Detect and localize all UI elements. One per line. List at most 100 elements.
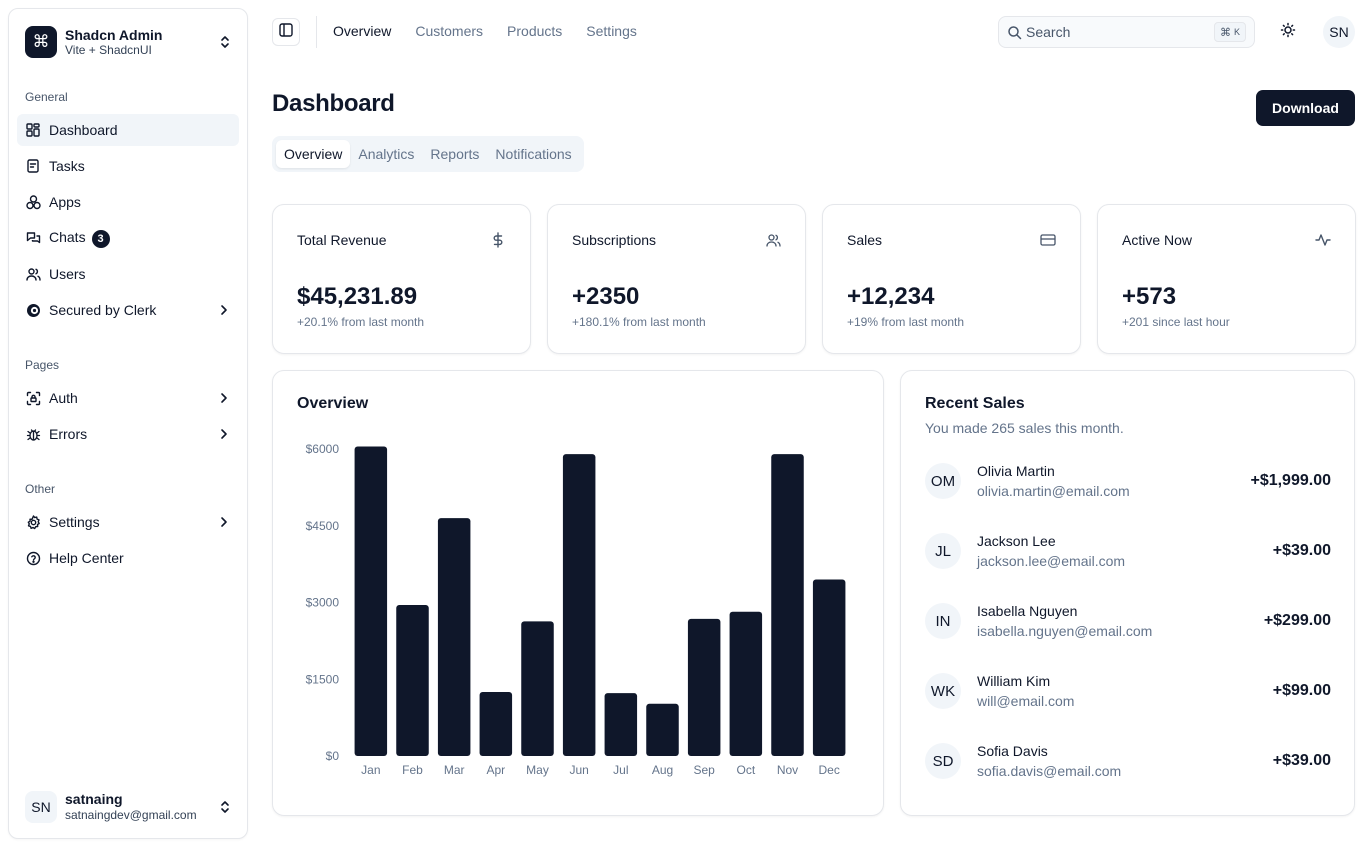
recent-sales-title: Recent Sales [925,395,1025,412]
recent-sales-card: Recent Sales You made 265 sales this mon… [900,370,1355,816]
stat-card-subscriptions: Subscriptions +2350 +180.1% from last mo… [547,204,806,354]
customer-name: Sofia Davis [977,743,1048,759]
y-tick-label: $0 [326,749,340,763]
sidebar-item-chats[interactable]: Chats 3 [17,222,239,254]
sidebar-item-label: Apps [49,194,81,210]
stat-title: Total Revenue [297,232,387,248]
sidebar-item-tasks[interactable]: Tasks [17,150,239,182]
stat-card-active-now: Active Now +573 +201 since last hour [1097,204,1356,354]
x-tick-label: Oct [736,763,755,777]
sale-amount: +$299.00 [1263,612,1331,629]
sidebar-item-auth[interactable]: Auth [17,382,239,414]
group-label-other: Other [25,482,56,496]
x-tick-label: Aug [652,763,673,777]
sidebar-item-users[interactable]: Users [17,258,239,290]
y-tick-label: $6000 [306,442,340,456]
top-nav-customers[interactable]: Customers [415,23,484,39]
sidebar-item-label: Tasks [49,158,85,174]
chevron-right-icon [217,515,231,529]
clerk-icon [25,302,41,318]
avatar: IN [925,603,961,639]
stat-value: +2350 [572,283,640,310]
stat-subtext: +201 since last hour [1122,315,1230,329]
download-button[interactable]: Download [1256,90,1355,126]
y-tick-label: $3000 [306,596,340,610]
stat-subtext: +180.1% from last month [572,315,706,329]
avatar: SD [925,743,961,779]
sale-amount: +$39.00 [1272,752,1331,769]
sun-icon [1280,22,1296,43]
top-nav: Overview Customers Products Settings [333,23,637,39]
customer-name: William Kim [977,673,1051,689]
header-divider [316,16,317,48]
users-icon [25,266,41,282]
sidebar-item-label: Settings [49,514,100,530]
sidebar-item-dashboard[interactable]: Dashboard [17,114,239,146]
bug-icon [25,426,41,442]
page-title: Dashboard [272,90,395,117]
sidebar-item-settings[interactable]: Settings [17,506,239,538]
tab-overview[interactable]: Overview [276,140,351,168]
customer-name: Isabella Nguyen [977,603,1078,619]
bar-jun [562,454,596,756]
dollar-icon [490,232,506,248]
x-tick-label: Feb [402,763,423,777]
list-item: OM Olivia Martin olivia.martin@email.com… [925,461,1331,501]
sidebar-item-label: Help Center [49,550,124,566]
chevron-right-icon [217,391,231,405]
sidebar-item-clerk[interactable]: Secured by Clerk [17,294,239,326]
sidebar-item-help-center[interactable]: Help Center [17,542,239,574]
overview-chart-card: Overview $0 $1500 $3000 $4500 $6000 Jan Feb Mar… [272,370,884,816]
tab-reports[interactable]: Reports [430,146,480,162]
chats-count-badge: 3 [91,229,110,248]
checklist-icon [25,158,41,174]
user-menu[interactable]: SN satnaing satnaingdev@gmail.com [25,789,233,825]
bar-oct [729,611,763,756]
sidebar-item-label: Errors [49,426,88,442]
search-placeholder: Search [1026,24,1071,40]
sale-amount: +$1,999.00 [1250,472,1331,489]
customer-email: isabella.nguyen@email.com [977,623,1153,639]
chevrons-up-down-icon [217,32,233,52]
theme-toggle-button[interactable] [1276,20,1300,44]
chevrons-up-down-icon [217,797,233,817]
tab-notifications[interactable]: Notifications [495,146,572,162]
top-nav-settings[interactable]: Settings [586,23,637,39]
top-nav-products[interactable]: Products [507,23,563,39]
activity-icon [1315,232,1331,248]
stat-card-sales: Sales +12,234 +19% from last month [822,204,1081,354]
x-tick-label: May [526,763,549,777]
settings-icon [25,514,41,530]
stat-subtext: +20.1% from last month [297,315,425,329]
users-icon [765,232,781,248]
bar-sep [687,618,721,756]
overview-bar-chart: $0 $1500 $3000 $4500 $6000 Jan Feb Mar Apr May Jun… [306,442,846,777]
team-switcher[interactable]: ⌘ Shadcn Admin Vite + ShadcnUI [25,25,233,59]
sidebar-item-label: Users [49,266,86,282]
avatar: OM [925,463,961,499]
sale-amount: +$99.00 [1272,682,1331,699]
top-nav-overview[interactable]: Overview [333,23,392,39]
x-tick-label: Nov [777,763,798,777]
search-input[interactable]: Search ⌘ K [998,16,1255,48]
sale-amount: +$39.00 [1272,542,1331,559]
dashboard-tabs: Overview Analytics Reports Notifications [272,136,584,172]
sidebar-item-errors[interactable]: Errors [17,418,239,450]
bar-apr [479,692,513,756]
customer-email: olivia.martin@email.com [977,483,1130,499]
y-tick-label: $1500 [306,672,340,686]
command-icon: ⌘ [25,26,57,58]
sidebar-item-apps[interactable]: Apps [17,186,239,218]
help-circle-icon [25,550,41,566]
sidebar-toggle-button[interactable] [272,18,300,46]
lock-access-icon [25,390,41,406]
profile-avatar-button[interactable]: SN [1323,16,1355,48]
x-tick-label: Jul [613,763,628,777]
group-label-pages: Pages [25,358,60,372]
customer-email: sofia.davis@email.com [977,763,1122,779]
bar-jan [354,446,388,756]
stat-value: +573 [1122,283,1177,310]
search-icon [1007,24,1023,40]
tab-analytics[interactable]: Analytics [358,146,415,162]
x-tick-label: Mar [444,763,465,777]
